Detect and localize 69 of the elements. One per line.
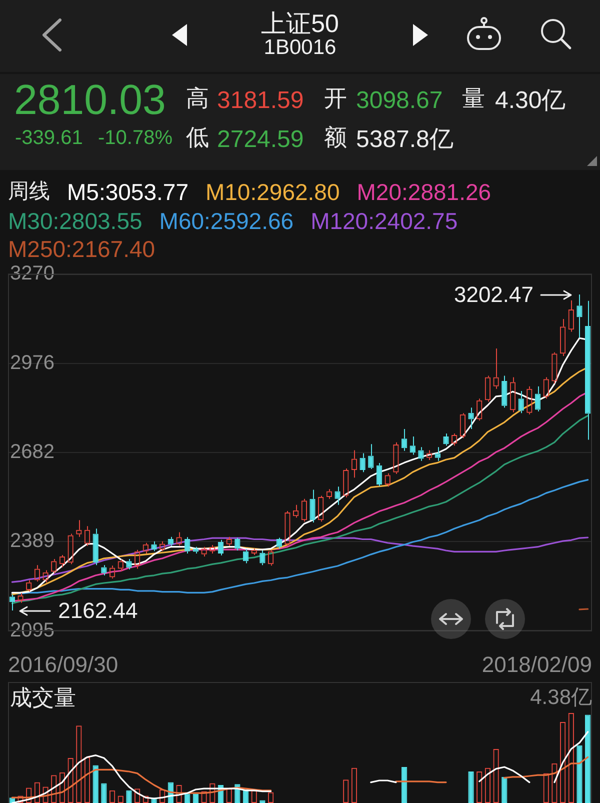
candlestick xyxy=(518,390,524,414)
text: 2810.03 xyxy=(14,76,166,123)
candlestick xyxy=(534,386,541,412)
text: 2018/02/09 xyxy=(482,652,592,677)
candlestick xyxy=(410,436,416,456)
legend-title: 周线 xyxy=(8,179,50,205)
bar xyxy=(584,714,591,803)
text: 低 xyxy=(186,124,209,150)
candlestick xyxy=(260,550,266,566)
candlestick xyxy=(418,446,424,462)
text: M10:2962.80 xyxy=(205,178,340,206)
candlestick xyxy=(376,462,382,487)
candlestick xyxy=(9,594,16,612)
text: 4.38亿 xyxy=(530,686,592,710)
candlestick xyxy=(468,407,474,430)
annotation: 2162.44 xyxy=(58,598,138,622)
bar xyxy=(101,783,107,803)
y-tick-label: 2682 xyxy=(10,441,54,464)
bar xyxy=(92,765,98,803)
text: 3098.67 xyxy=(356,87,443,114)
candlestick xyxy=(92,528,98,566)
text: 3181.59 xyxy=(217,87,304,114)
candlestick xyxy=(126,558,132,570)
text: 额 xyxy=(324,124,347,150)
chart-title: 成交量 xyxy=(10,685,76,710)
candlestick xyxy=(192,546,199,554)
candlestick xyxy=(360,452,366,473)
bar xyxy=(576,745,582,803)
y-tick-label: 2389 xyxy=(10,530,54,552)
candlestick xyxy=(443,433,449,446)
bar xyxy=(184,793,190,803)
bar xyxy=(468,772,474,803)
candlestick xyxy=(101,564,107,576)
text: 开 xyxy=(324,85,347,111)
text: 2724.59 xyxy=(217,126,304,153)
candlestick xyxy=(184,536,190,554)
candlestick xyxy=(242,548,249,564)
text: -10.78% xyxy=(98,127,172,149)
candlestick xyxy=(584,300,591,440)
text: 高 xyxy=(186,85,209,111)
candlestick xyxy=(218,539,224,556)
candlestick xyxy=(502,375,508,408)
candlestick xyxy=(576,294,582,338)
candlestick xyxy=(434,446,440,462)
text: M120:2402.75 xyxy=(310,206,458,235)
text: 量 xyxy=(462,85,485,111)
text: 5387.8亿 xyxy=(356,126,454,153)
y-tick-label: 2976 xyxy=(10,352,54,374)
bar xyxy=(242,790,249,803)
text: 2016/09/30 xyxy=(8,652,118,677)
text: M20:2881.26 xyxy=(356,178,492,206)
bar xyxy=(502,776,508,803)
text: M5:3053.77 xyxy=(67,178,188,206)
text: M60:2592.66 xyxy=(159,206,294,235)
candlestick xyxy=(334,486,340,506)
candlestick xyxy=(310,489,316,524)
text: 4.30亿 xyxy=(495,87,566,114)
candlestick xyxy=(368,444,374,470)
text: -339.61 xyxy=(15,127,83,149)
bar xyxy=(401,767,408,803)
text: 1B0016 xyxy=(262,36,338,59)
candlestick xyxy=(234,537,240,551)
text: M30:2803.55 xyxy=(8,206,142,235)
annotation: 3202.47 xyxy=(454,282,534,307)
text: M250:2167.40 xyxy=(8,235,156,264)
text: 上证50 xyxy=(260,10,340,38)
candlestick xyxy=(151,540,157,552)
bar xyxy=(126,790,132,803)
candlestick xyxy=(168,536,174,546)
